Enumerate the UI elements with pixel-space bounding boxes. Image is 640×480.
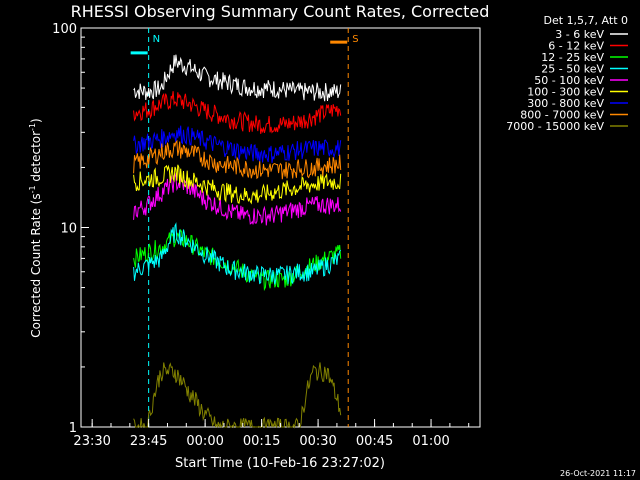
x-tick-label: 23:30 [73, 434, 110, 449]
series-line [133, 164, 342, 205]
timestamp: 26-Oct-2021 11:17 [560, 469, 636, 478]
x-axis-label: Start Time (10-Feb-16 23:27:02) [175, 456, 385, 471]
legend-label: 3 - 6 keV [555, 28, 604, 41]
marker-label: N [153, 34, 160, 45]
y-axis-label-mid: detector [29, 131, 43, 186]
chart-title: RHESSI Observing Summary Count Rates, Co… [71, 2, 490, 21]
series-group [133, 54, 342, 429]
y-axis-label-sup1: -1 [28, 185, 37, 193]
y-tick-label: 1 [69, 421, 77, 436]
series-line [133, 362, 342, 429]
y-axis-label: Corrected Count Rate (s-1 detector-1) [28, 118, 43, 337]
legend-label: 100 - 300 keV [527, 86, 604, 99]
series-line [133, 139, 342, 180]
legend-label: 6 - 12 keV [548, 40, 604, 53]
legend-label: 7000 - 15000 keV [506, 120, 604, 133]
y-axis-label-sup2: -1 [28, 123, 37, 131]
y-tick-label: 10 [60, 222, 77, 237]
legend-label: 50 - 100 keV [534, 74, 604, 87]
y-axis-label-end: ) [29, 118, 43, 123]
legend-title: Det 1,5,7, Att 0 [544, 14, 628, 27]
x-tick-label: 23:45 [130, 434, 167, 449]
y-axis-label-main: Corrected Count Rate (s [29, 193, 43, 337]
marker-label: S [352, 34, 358, 45]
series-line [133, 125, 342, 163]
x-tick-label: 00:15 [243, 434, 280, 449]
y-tick-label: 100 [52, 22, 77, 37]
legend-label: 25 - 50 keV [541, 63, 604, 76]
series-line [133, 222, 342, 285]
series-line [133, 54, 342, 102]
series-line [133, 172, 342, 226]
legend-label: 12 - 25 keV [541, 51, 604, 64]
legend-label: 300 - 800 keV [527, 97, 604, 110]
x-axis-ticks: 23:30 23:45 00:00 00:15 00:30 00:45 01:00 [73, 419, 470, 449]
x-tick-label: 00:00 [186, 434, 223, 449]
x-tick-label: 00:45 [356, 434, 393, 449]
legend-label: 800 - 7000 keV [520, 109, 604, 122]
y-axis-ticks: 1 10 100 [52, 22, 89, 436]
series-line [133, 91, 342, 134]
x-tick-label: 01:00 [412, 434, 449, 449]
x-tick-label: 00:30 [299, 434, 336, 449]
